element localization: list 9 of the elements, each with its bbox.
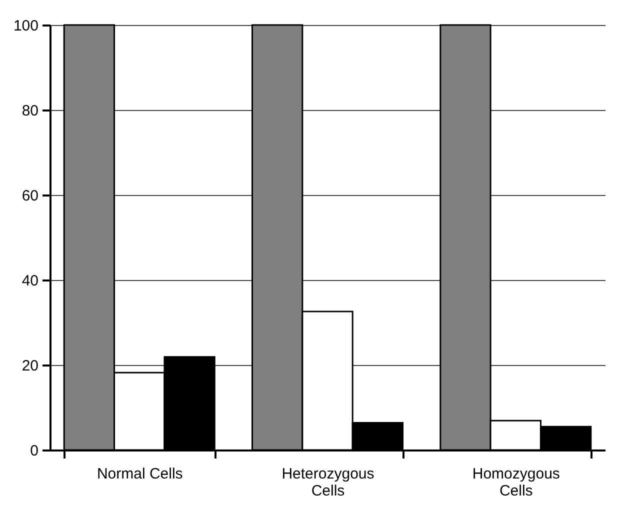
x-tick-label: Homozygous Cells xyxy=(472,466,560,500)
y-tick-label: 100 xyxy=(13,18,38,34)
y-tick-label: 40 xyxy=(22,272,38,290)
y-tick-label: 60 xyxy=(22,188,38,204)
x-tick-label: Normal Cells xyxy=(96,466,183,482)
y-tick-label: 20 xyxy=(22,358,38,374)
y-tick-label: 0 xyxy=(30,442,38,460)
y-tick-label: 80 xyxy=(22,102,38,120)
x-tick-label: Heterozygous Cells xyxy=(282,466,374,500)
